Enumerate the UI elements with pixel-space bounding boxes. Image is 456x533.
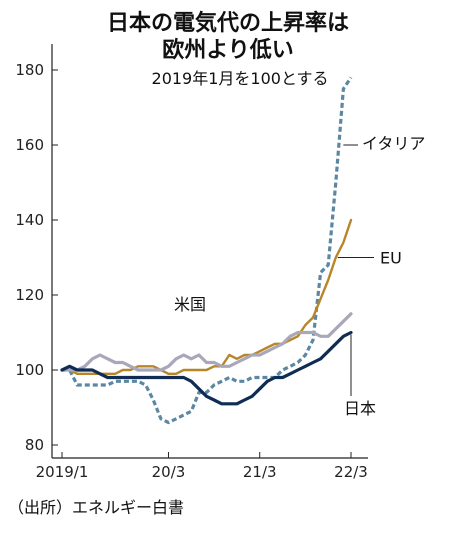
x-tick-label: 22/3 <box>334 463 368 481</box>
y-tick-label: 120 <box>15 286 44 304</box>
series-line <box>62 76 353 425</box>
y-tick-label: 160 <box>15 136 44 154</box>
chart-title-line-1: 日本の電気代の上昇率は <box>107 10 349 36</box>
series-line <box>60 312 353 372</box>
chart-title-line-2: 欧州より低い <box>162 37 294 63</box>
y-tick-label: 140 <box>15 211 44 229</box>
series-label: イタリア <box>362 134 425 153</box>
chart-subtitle: 2019年1月を100とする <box>152 69 329 88</box>
series-label: 日本 <box>344 399 376 418</box>
y-tick-label: 100 <box>15 361 44 379</box>
x-tick-label: 2019/1 <box>36 463 89 481</box>
x-tick-label: 21/3 <box>243 463 277 481</box>
y-tick-label: 80 <box>25 436 44 454</box>
series-label: EU <box>380 249 402 268</box>
series-line <box>60 330 353 406</box>
axes: 80 100 120 140 160 180 2019/1 20/3 21/3 22/3 <box>15 44 368 481</box>
x-tick-label: 20/3 <box>152 463 186 481</box>
series-line <box>60 218 353 375</box>
series-label: 米国 <box>174 295 206 314</box>
series-lines <box>60 76 353 425</box>
source-note: （出所）エネルギー白書 <box>8 498 184 517</box>
y-tick-label: 180 <box>15 61 44 79</box>
